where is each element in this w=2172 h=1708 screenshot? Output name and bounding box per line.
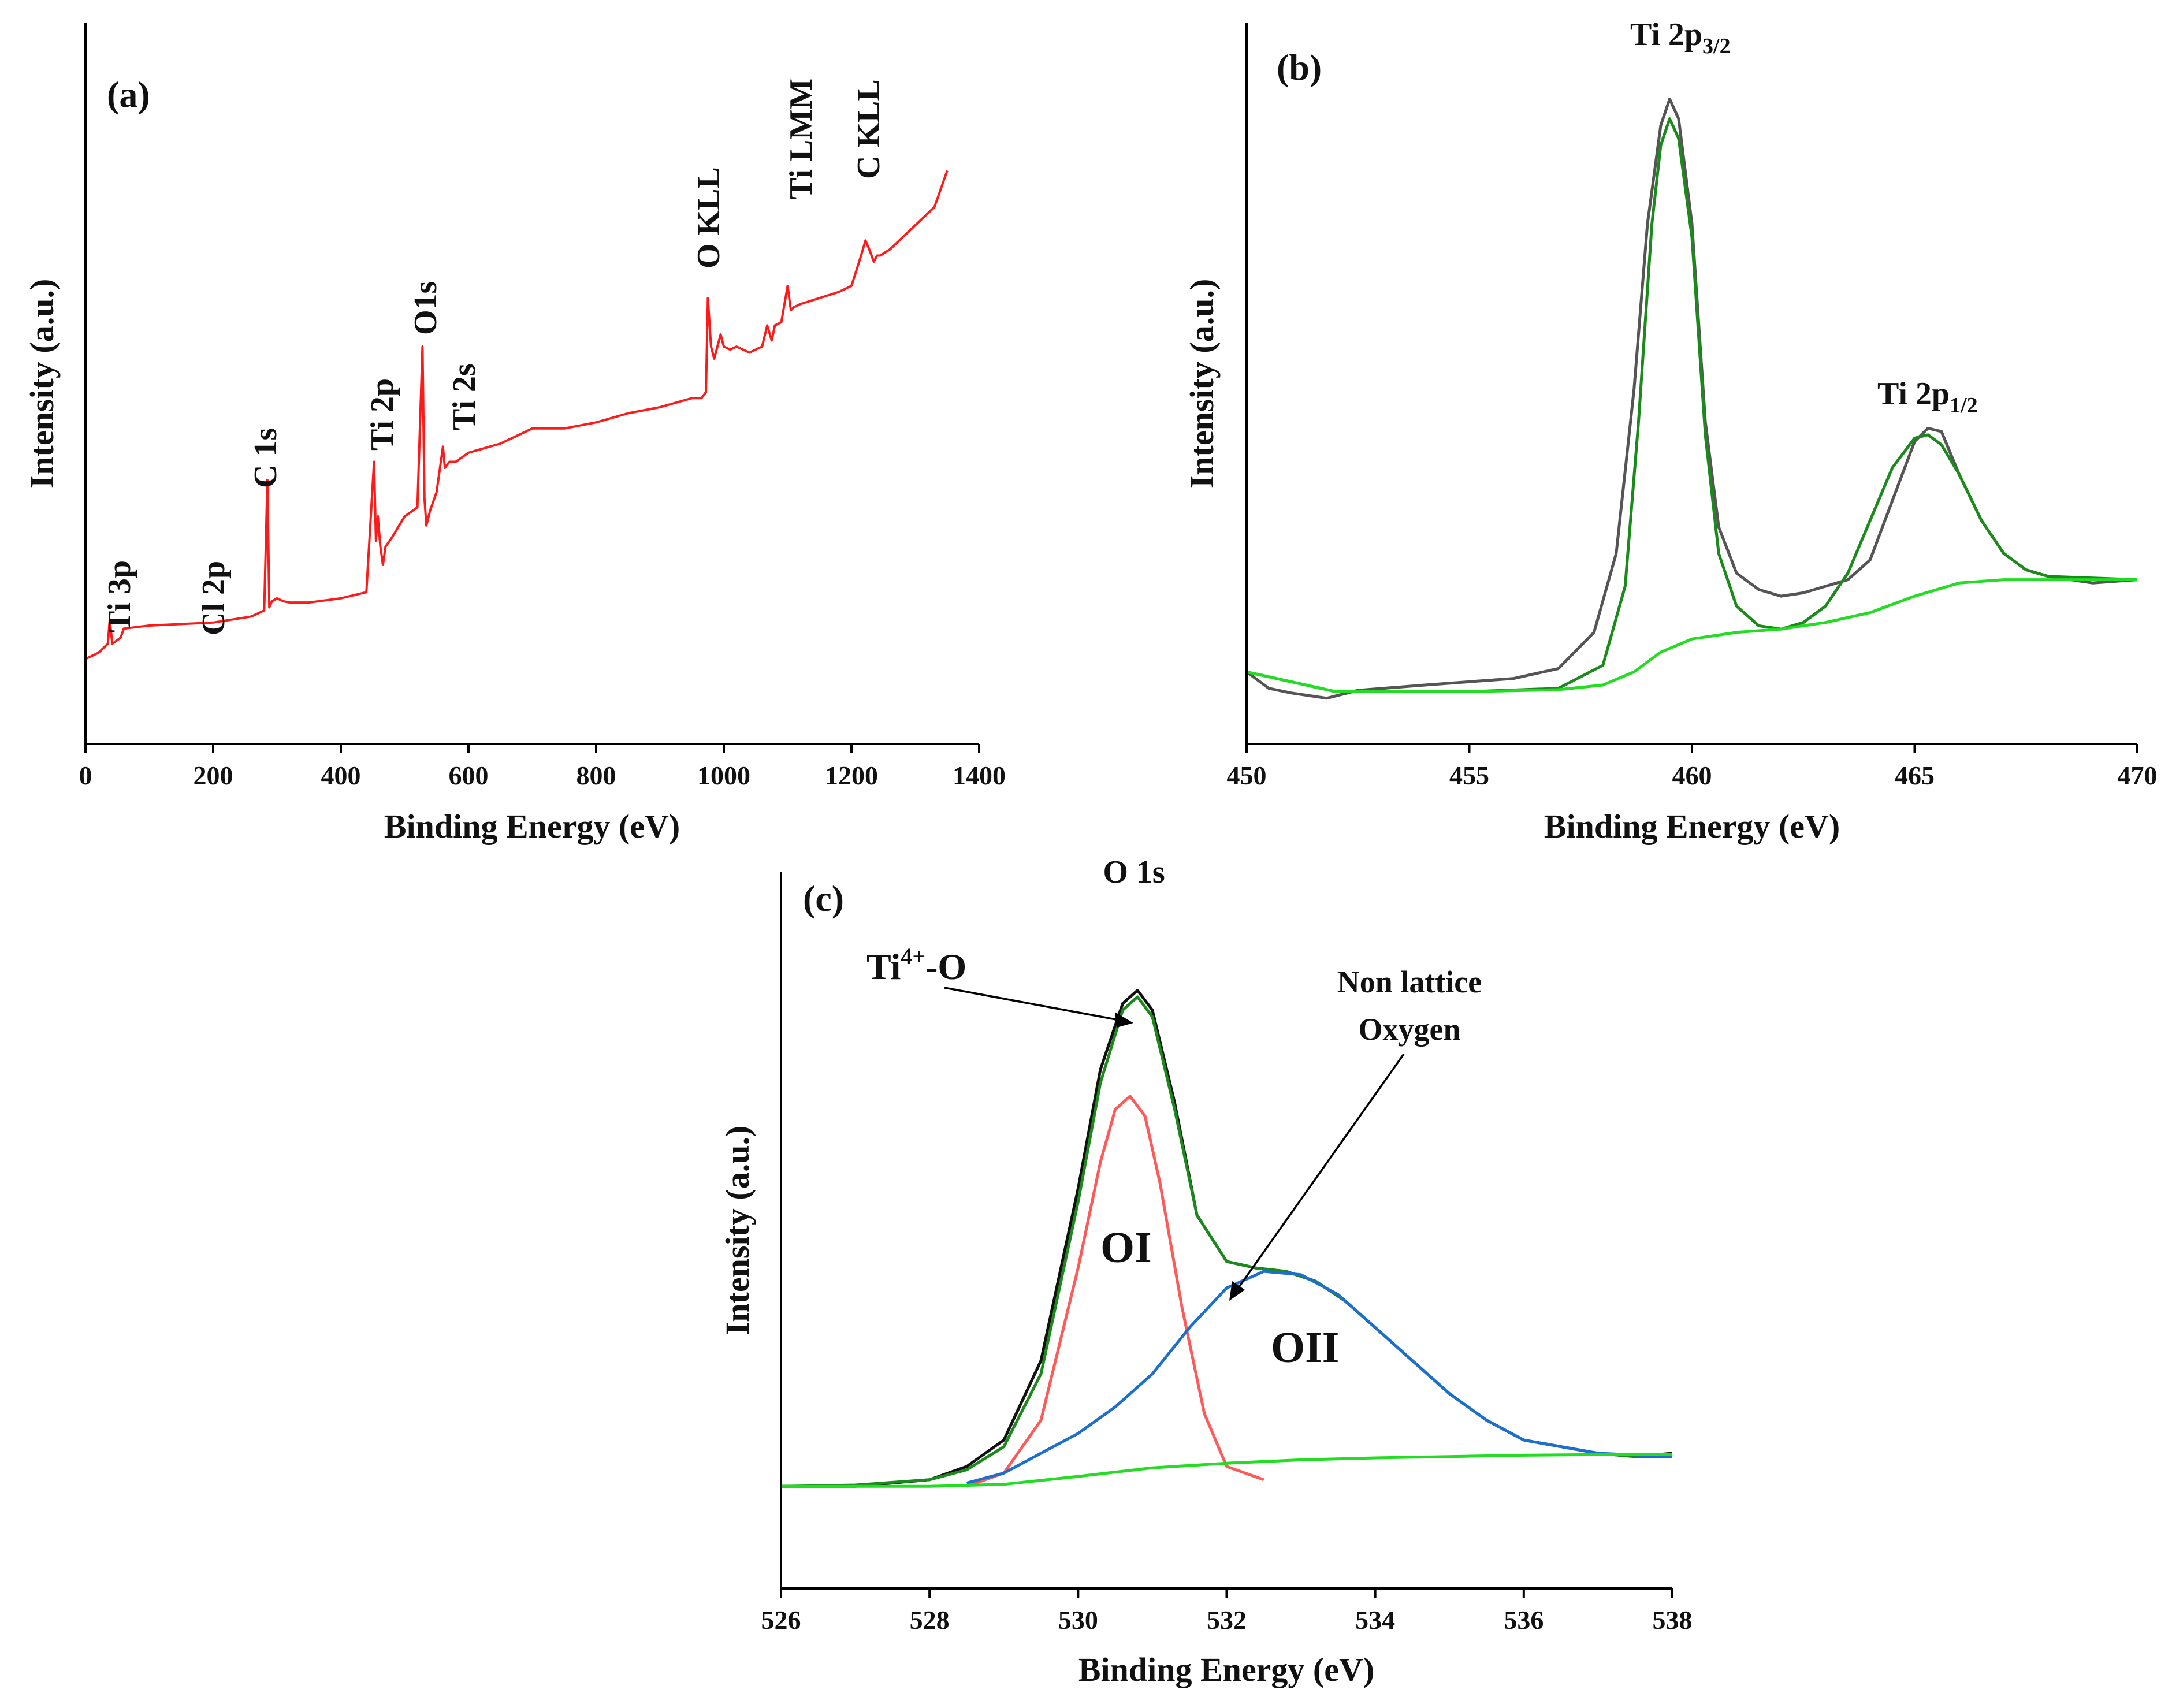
panel-a-series-survey <box>85 170 949 660</box>
peak-label-ti2p12-main: Ti 2p <box>1877 376 1950 412</box>
panel-a-x-tick-label: 800 <box>577 761 616 790</box>
panel-b-x-tick-label: 455 <box>1449 761 1489 790</box>
panel-b-x-tick-label: 470 <box>2118 761 2158 790</box>
annot-ti4-o: Ti4+-O <box>866 943 966 987</box>
panel-c-x-tick-label: 528 <box>910 1605 950 1635</box>
annot-ti4-o-arrowhead <box>1115 1012 1133 1028</box>
annot-ti4-o-arrow <box>944 987 1126 1022</box>
panel-a-label: (a) <box>107 74 150 115</box>
label-oii: OII <box>1271 1323 1339 1372</box>
panel-a-x-tick-label: 200 <box>194 761 233 790</box>
peak-label-ti2p12: Ti 2p1/2 <box>1877 376 1978 418</box>
peak-label-c1s: C 1s <box>248 428 284 488</box>
annot-non-lattice: Non lattice <box>1337 965 1482 999</box>
peak-label-o-kll: O KLL <box>691 167 727 269</box>
panel-c: 526 528 530 532 534 536 538 (c) O 1s Binding E… <box>719 854 1693 1688</box>
label-oi: OI <box>1100 1223 1152 1272</box>
panel-c-series-oi-ti4-o <box>966 1095 1264 1488</box>
panel-c-x-ticks: 526 528 530 532 534 536 538 <box>761 1588 1693 1635</box>
peak-label-cl2p: Cl 2p <box>196 561 232 635</box>
peak-label-ti-lmm: Ti LMM <box>783 79 819 199</box>
panel-c-x-axis-title: Binding Energy (eV) <box>1078 1651 1374 1688</box>
panel-b-y-axis-title: Intensity (a.u.) <box>1183 279 1221 489</box>
panel-b-x-ticks: 450 455 460 465 470 <box>1227 744 2158 790</box>
annot-ti4-o-sup: 4+ <box>901 943 925 969</box>
peak-label-ti2p: Ti 2p <box>365 378 400 451</box>
panel-c-plot <box>780 989 1673 1488</box>
peak-label-ti2p32: Ti 2p3/2 <box>1630 17 1731 58</box>
annot-ti4-o-main: Ti <box>866 946 901 987</box>
panel-b-series-background <box>1246 578 2137 693</box>
panel-b-series-fit-envelope <box>1246 117 2138 693</box>
panel-c-title: O 1s <box>1103 854 1165 890</box>
panel-a: 0 200 400 600 800 1000 1200 1400 (a) Binding En… <box>23 23 1006 845</box>
peak-label-o1s: O1s <box>408 281 444 335</box>
panel-c-series-background <box>781 1453 1672 1488</box>
panel-c-x-tick-label: 532 <box>1207 1605 1247 1635</box>
panel-c-x-tick-label: 534 <box>1355 1605 1395 1635</box>
panel-b-x-axis-title: Binding Energy (eV) <box>1544 808 1840 845</box>
panel-c-x-tick-label: 536 <box>1504 1605 1544 1635</box>
panel-a-x-tick-label: 1400 <box>953 761 1006 790</box>
annot-non-lattice-arrow <box>1235 1053 1405 1292</box>
panel-c-x-tick-label: 526 <box>761 1605 801 1635</box>
panel-b-x-tick-label: 450 <box>1227 761 1267 790</box>
annot-non-lattice-arrowhead <box>1229 1281 1245 1301</box>
panel-c-series-oii-non-lattice-oxygen <box>966 1270 1673 1484</box>
peak-label-ti2s: Ti 2s <box>447 363 482 430</box>
panel-b-plot <box>1245 97 2138 700</box>
panel-a-x-tick-label: 400 <box>321 761 361 790</box>
panel-b-x-tick-label: 465 <box>1895 761 1935 790</box>
panel-b: 450 455 460 465 470 (b) Binding Energy (eV) … <box>1183 17 2158 845</box>
panel-c-y-axis-title: Intensity (a.u.) <box>719 1126 756 1335</box>
panel-a-x-tick-label: 600 <box>449 761 489 790</box>
annot-oxygen: Oxygen <box>1358 1012 1460 1047</box>
panel-c-x-tick-label: 530 <box>1058 1605 1098 1635</box>
peak-label-ti2p12-sub: 1/2 <box>1950 393 1978 418</box>
panel-a-plot <box>85 170 949 660</box>
panel-a-x-tick-label: 1200 <box>825 761 878 790</box>
panel-a-x-axis-title: Binding Energy (eV) <box>384 808 680 845</box>
peak-label-ti3p: Ti 3p <box>102 560 137 632</box>
panel-c-x-tick-label: 538 <box>1653 1605 1693 1635</box>
panel-b-label: (b) <box>1277 47 1322 88</box>
peak-label-c-kll: C KLL <box>851 79 887 179</box>
panel-a-x-ticks: 0 200 400 600 800 1000 1200 1400 <box>79 744 1006 790</box>
panel-a-x-tick-label: 1000 <box>697 761 750 790</box>
panel-c-label: (c) <box>803 878 844 919</box>
panel-a-y-axis-title: Intensity (a.u.) <box>23 279 61 489</box>
peak-label-ti2p32-sub: 3/2 <box>1702 34 1731 58</box>
panel-a-x-tick-label: 0 <box>79 761 92 790</box>
peak-label-ti2p32-main: Ti 2p <box>1630 17 1702 53</box>
panel-b-x-tick-label: 460 <box>1672 761 1712 790</box>
annot-ti4-o-tail: -O <box>925 946 966 987</box>
